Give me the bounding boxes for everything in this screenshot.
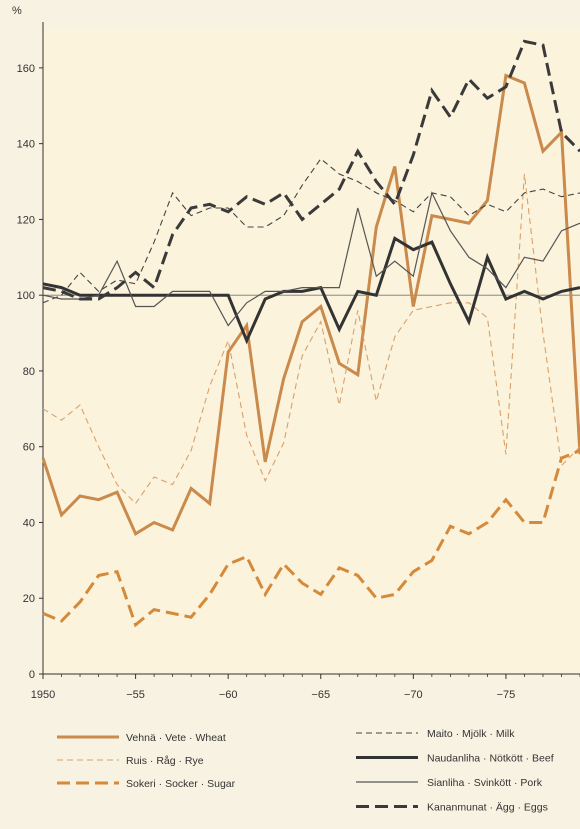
- legend-label-2: Sokeri · Socker · Sugar: [126, 778, 236, 790]
- y-tick-label: 80: [23, 366, 35, 378]
- series-line-5: [42, 191, 580, 327]
- legend-label-6: Kananmunat · Ägg · Eggs: [427, 802, 548, 814]
- y-axis-label: %: [12, 5, 22, 17]
- y-tick-label: 0: [29, 669, 35, 681]
- x-tick-label: −70: [404, 689, 423, 701]
- legend: Vehnä · Vete · Wheat Ruis · Råg · Rye Soke…: [57, 728, 554, 814]
- legend-label-5: Sianliha · Svinkött · Pork: [427, 777, 543, 789]
- legend-label-4: Naudanliha · Nötkött · Beef: [427, 753, 554, 765]
- x-tick-label: −60: [219, 689, 238, 701]
- legend-label-0: Vehnä · Vete · Wheat: [126, 732, 226, 744]
- x-tick-label: −55: [126, 689, 145, 701]
- y-tick-label: 140: [17, 139, 35, 151]
- plot-area: [43, 30, 580, 674]
- series-line-2: [42, 449, 580, 628]
- series-group: [41, 39, 580, 628]
- series-line-3: [42, 157, 580, 304]
- x-tick-label: −75: [497, 689, 516, 701]
- y-tick-label: 160: [17, 63, 35, 75]
- legend-label-3: Maito · Mjölk · Milk: [427, 728, 515, 740]
- x-tick-label: −65: [311, 689, 330, 701]
- chart-background: [43, 30, 580, 674]
- legend-label-1: Ruis · Råg · Rye: [126, 755, 204, 767]
- series-line-4: [42, 236, 580, 345]
- axes: % 0 20 40 60 80 100 120 140 160 1950 −55 −60 −65 −70 −7…: [12, 5, 580, 701]
- y-tick-label: 60: [23, 442, 35, 454]
- y-tick-label: 40: [23, 517, 35, 529]
- series-line-0: [41, 73, 580, 536]
- y-tick-label: 120: [17, 214, 35, 226]
- x-tick-label: 1950: [31, 689, 55, 701]
- series-line-1: [42, 173, 580, 505]
- series-line-6: [42, 39, 580, 301]
- y-tick-label: 100: [17, 290, 35, 302]
- y-tick-label: 20: [23, 593, 35, 605]
